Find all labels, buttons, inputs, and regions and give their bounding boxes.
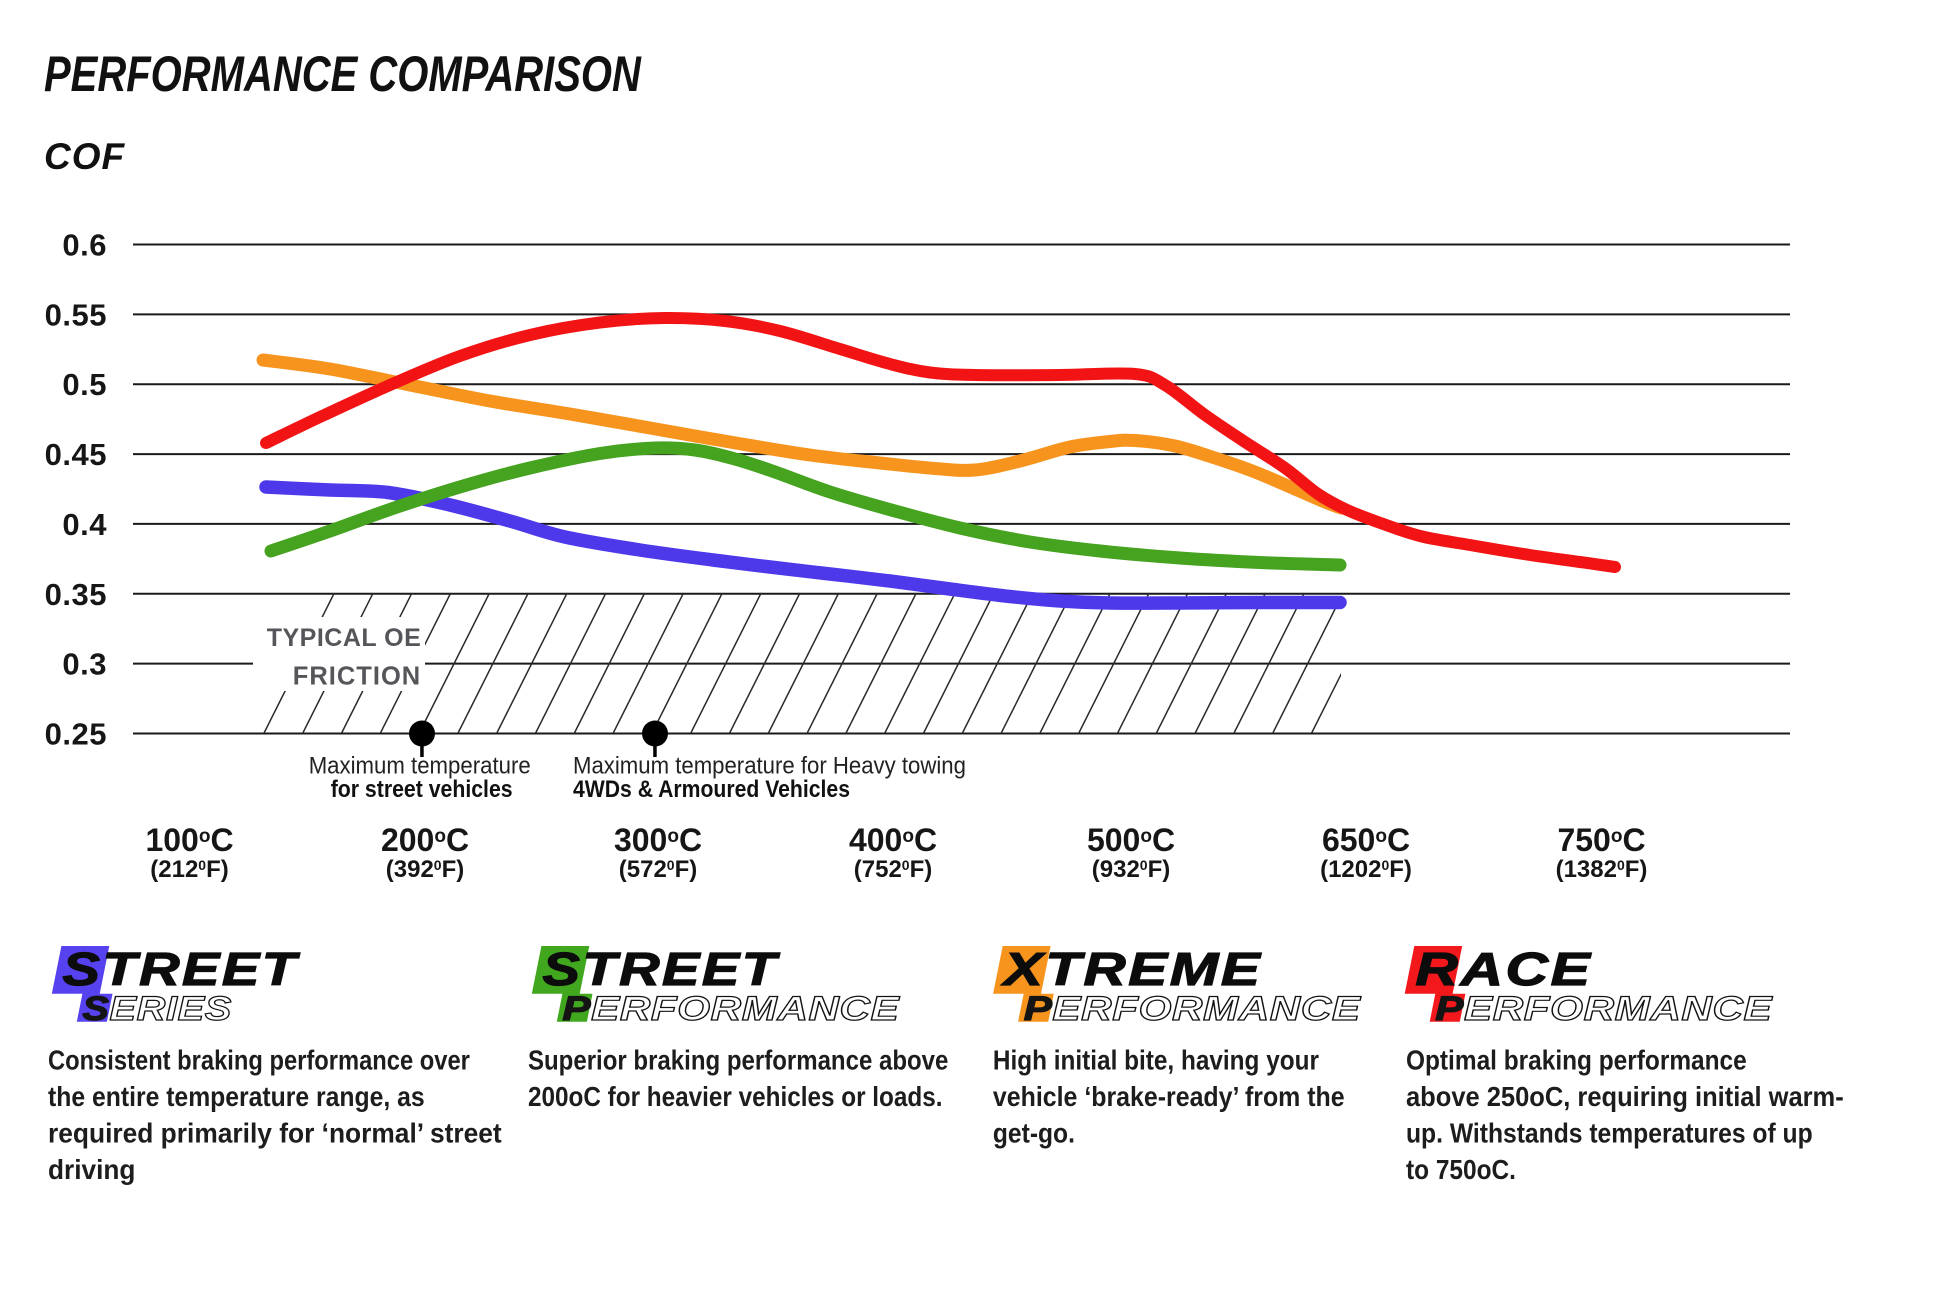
svg-text:400oC: 400oC — [849, 822, 937, 858]
svg-text:4WDs & Armoured Vehicles: 4WDs & Armoured Vehicles — [573, 776, 850, 803]
svg-text:Maximum temperature for Heavy: Maximum temperature for Heavy towing — [573, 752, 966, 779]
svg-text:required primarily for ‘normal: required primarily for ‘normal’ street — [48, 1117, 502, 1149]
svg-text:0.3: 0.3 — [62, 647, 107, 682]
svg-text:PERFORMANCE COMPARISON: PERFORMANCE COMPARISON — [44, 46, 642, 102]
svg-text:RACE: RACE — [1415, 944, 1592, 995]
svg-text:500oC: 500oC — [1087, 822, 1175, 858]
svg-text:0.55: 0.55 — [45, 297, 107, 332]
svg-text:PERFORMANCE: PERFORMANCE — [1435, 990, 1773, 1028]
svg-text:XTREME: XTREME — [1000, 944, 1262, 996]
svg-text:100oC: 100oC — [145, 822, 233, 858]
svg-text:PERFORMANCE: PERFORMANCE — [562, 990, 900, 1028]
svg-text:Optimal braking performance: Optimal braking performance — [1406, 1044, 1747, 1076]
svg-text:(7520F): (7520F) — [854, 856, 933, 883]
svg-text:COF: COF — [44, 136, 126, 177]
svg-text:Consistent braking performance: Consistent braking performance over — [48, 1046, 470, 1076]
svg-text:(13820F): (13820F) — [1556, 856, 1648, 883]
svg-text:STREET: STREET — [63, 944, 301, 995]
svg-text:S: S — [82, 990, 109, 1028]
svg-text:0.45: 0.45 — [45, 437, 107, 472]
svg-text:to 750oC.: to 750oC. — [1406, 1153, 1516, 1185]
svg-text:get-go.: get-go. — [993, 1117, 1075, 1149]
svg-text:0.5: 0.5 — [62, 367, 107, 402]
svg-text:200oC for heavier vehicles or: 200oC for heavier vehicles or loads. — [528, 1080, 942, 1112]
svg-text:300oC: 300oC — [614, 822, 702, 858]
svg-text:STREET: STREET — [543, 944, 781, 995]
svg-text:for street vehicles: for street vehicles — [331, 775, 513, 803]
svg-text:0.4: 0.4 — [62, 507, 107, 542]
svg-text:650oC: 650oC — [1322, 822, 1410, 858]
svg-text:P: P — [1435, 990, 1464, 1028]
svg-text:P: P — [1024, 990, 1053, 1028]
svg-text:200oC: 200oC — [381, 822, 469, 858]
svg-text:0.35: 0.35 — [45, 577, 107, 612]
svg-text:Superior braking performance a: Superior braking performance above — [528, 1044, 948, 1076]
svg-text:P: P — [562, 990, 591, 1028]
svg-text:TYPICAL OE: TYPICAL OE — [267, 624, 422, 652]
svg-text:Maximum temperature: Maximum temperature — [309, 752, 531, 779]
svg-text:PERFORMANCE: PERFORMANCE — [1024, 990, 1362, 1028]
svg-text:the entire temperature range,: the entire temperature range, as — [48, 1080, 425, 1112]
svg-text:(3920F): (3920F) — [386, 856, 465, 883]
svg-text:vehicle ‘brake-ready’ from the: vehicle ‘brake-ready’ from the — [993, 1081, 1345, 1113]
svg-text:up. Withstands temperatures of: up. Withstands temperatures of up — [1406, 1117, 1813, 1149]
svg-text:(5720F): (5720F) — [619, 856, 698, 883]
svg-text:FRICTION: FRICTION — [293, 663, 421, 691]
svg-text:750oC: 750oC — [1557, 822, 1645, 858]
svg-text:driving: driving — [48, 1153, 135, 1185]
svg-text:(2120F): (2120F) — [150, 856, 229, 883]
svg-text:High initial bite, having your: High initial bite, having your — [993, 1044, 1319, 1076]
svg-text:(9320F): (9320F) — [1092, 856, 1171, 883]
svg-text:SERIES: SERIES — [82, 990, 231, 1028]
svg-text:0.6: 0.6 — [62, 228, 107, 263]
svg-text:0.25: 0.25 — [45, 717, 107, 752]
svg-text:(12020F): (12020F) — [1320, 856, 1412, 883]
svg-text:above 250oC, requiring initial: above 250oC, requiring initial warm- — [1406, 1081, 1844, 1112]
